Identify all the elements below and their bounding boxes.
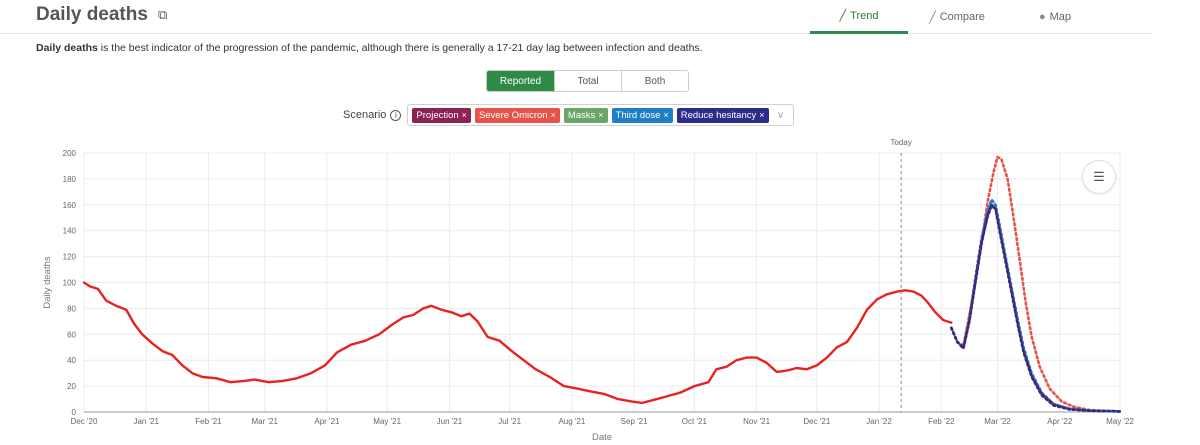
daily-deaths-chart: 0 20 40 60 80 100 120 140 160 180 200 Dec '20 Jan '2… xyxy=(42,138,1135,443)
today-label: Today xyxy=(890,138,911,147)
y-tick-label: 180 xyxy=(63,175,77,184)
chip-masks-label: Masks xyxy=(567,109,596,121)
scenario-select[interactable]: Projection × Severe Omicron × Masks × Th… xyxy=(407,104,794,126)
x-tick-label: Mar '21 xyxy=(251,417,278,426)
compare-chart-icon: ╱ xyxy=(929,11,936,24)
x-tick-label: Jul '21 xyxy=(498,417,521,426)
x-tick-label: May '21 xyxy=(373,417,401,426)
tab-compare[interactable]: ╱ Compare xyxy=(908,0,1006,34)
x-tick-label: Aug '21 xyxy=(558,417,585,426)
description-bold: Daily deaths xyxy=(36,42,98,54)
scenario-label-text: Scenario xyxy=(343,109,387,121)
y-tick-label: 60 xyxy=(67,330,76,339)
close-icon[interactable]: × xyxy=(663,110,669,120)
x-tick-label: Oct '21 xyxy=(682,417,708,426)
toggle-both-button[interactable]: Both xyxy=(621,71,688,91)
description: Daily deaths is the best indicator of th… xyxy=(36,42,703,54)
tab-trend[interactable]: ╱ Trend xyxy=(810,0,908,34)
y-axis-title: Daily deaths xyxy=(42,256,53,309)
chip-third-dose-label: Third dose xyxy=(615,109,661,121)
header: Daily deaths ⧉ ╱ Trend ╱ Compare ● Map xyxy=(0,0,1152,34)
description-text: is the best indicator of the progression… xyxy=(97,42,703,54)
chart-grid xyxy=(83,152,1121,413)
y-tick-label: 160 xyxy=(63,201,77,210)
series-line-severe-omicron xyxy=(950,155,1122,413)
series-line-reduce-hesitancy xyxy=(950,203,1122,413)
chip-masks[interactable]: Masks × xyxy=(563,107,608,123)
page-title-text: Daily deaths xyxy=(36,4,148,25)
y-tick-label: 0 xyxy=(72,408,77,417)
y-tick-label: 80 xyxy=(67,304,76,313)
x-tick-label: Sep '21 xyxy=(621,417,648,426)
today-marker: Today xyxy=(890,138,912,412)
chip-severe-omicron-label: Severe Omicron xyxy=(478,109,548,121)
close-icon[interactable]: × xyxy=(759,110,765,120)
series-line-third-dose xyxy=(950,198,1122,413)
globe-icon: ● xyxy=(1038,11,1046,23)
toggle-total-button[interactable]: Total xyxy=(554,71,621,91)
x-tick-label: Jan '21 xyxy=(133,417,159,426)
y-tick-label: 200 xyxy=(63,149,77,158)
x-tick-label: Feb '22 xyxy=(928,417,955,426)
x-tick-label: May '22 xyxy=(1106,417,1134,426)
view-tabs: ╱ Trend ╱ Compare ● Map xyxy=(810,0,1104,34)
external-link-icon[interactable]: ⧉ xyxy=(157,7,168,22)
tab-compare-label: Compare xyxy=(939,11,985,23)
x-tick-label: Jan '22 xyxy=(866,417,892,426)
x-axis-title: Date xyxy=(592,432,612,443)
tab-trend-label: Trend xyxy=(850,9,879,22)
tab-map[interactable]: ● Map xyxy=(1006,0,1104,34)
chart-settings-button[interactable]: ☰ xyxy=(1082,160,1116,194)
sliders-icon: ☰ xyxy=(1093,169,1105,184)
y-tick-label: 140 xyxy=(63,227,77,236)
chip-reduce-hesitancy-label: Reduce hesitancy xyxy=(680,109,757,121)
chip-severe-omicron[interactable]: Severe Omicron × xyxy=(474,107,560,123)
chip-projection[interactable]: Projection × xyxy=(412,107,471,123)
page-title: Daily deaths ⧉ xyxy=(36,4,167,26)
scenario-row: Scenario i Projection × Severe Omicron ×… xyxy=(343,104,794,126)
tab-map-label: Map xyxy=(1049,11,1072,23)
chart-series xyxy=(82,155,1122,413)
scenario-label: Scenario i xyxy=(343,109,402,121)
y-tick-label: 20 xyxy=(67,382,76,391)
info-icon[interactable]: i xyxy=(390,109,402,121)
chip-third-dose[interactable]: Third dose × xyxy=(611,107,673,123)
x-tick-label: Jun '21 xyxy=(437,417,463,426)
view-mode-toggle: Reported Total Both xyxy=(486,70,689,92)
close-icon[interactable]: × xyxy=(461,110,467,120)
y-tick-label: 40 xyxy=(67,356,76,365)
x-tick-label: Mar '22 xyxy=(984,417,1011,426)
chart-axes: 0 20 40 60 80 100 120 140 160 180 200 Dec '20 Jan '2… xyxy=(63,149,1135,426)
close-icon[interactable]: × xyxy=(598,110,604,120)
y-tick-label: 120 xyxy=(63,253,77,262)
close-icon[interactable]: × xyxy=(550,110,556,120)
chip-reduce-hesitancy[interactable]: Reduce hesitancy × xyxy=(676,107,769,123)
toggle-reported-button[interactable]: Reported xyxy=(487,71,554,91)
x-tick-label: Apr '21 xyxy=(314,417,340,426)
chevron-down-icon[interactable]: ∨ xyxy=(776,109,785,121)
chip-projection-label: Projection xyxy=(416,109,459,121)
y-tick-label: 100 xyxy=(63,279,77,288)
x-tick-label: Feb '21 xyxy=(195,417,222,426)
series-line-reported xyxy=(82,281,953,405)
x-tick-label: Dec '20 xyxy=(71,417,98,426)
x-tick-label: Nov '21 xyxy=(743,417,770,426)
line-chart-icon: ╱ xyxy=(839,10,847,22)
x-tick-label: Dec '21 xyxy=(803,417,830,426)
x-tick-label: Apr '22 xyxy=(1047,417,1073,426)
